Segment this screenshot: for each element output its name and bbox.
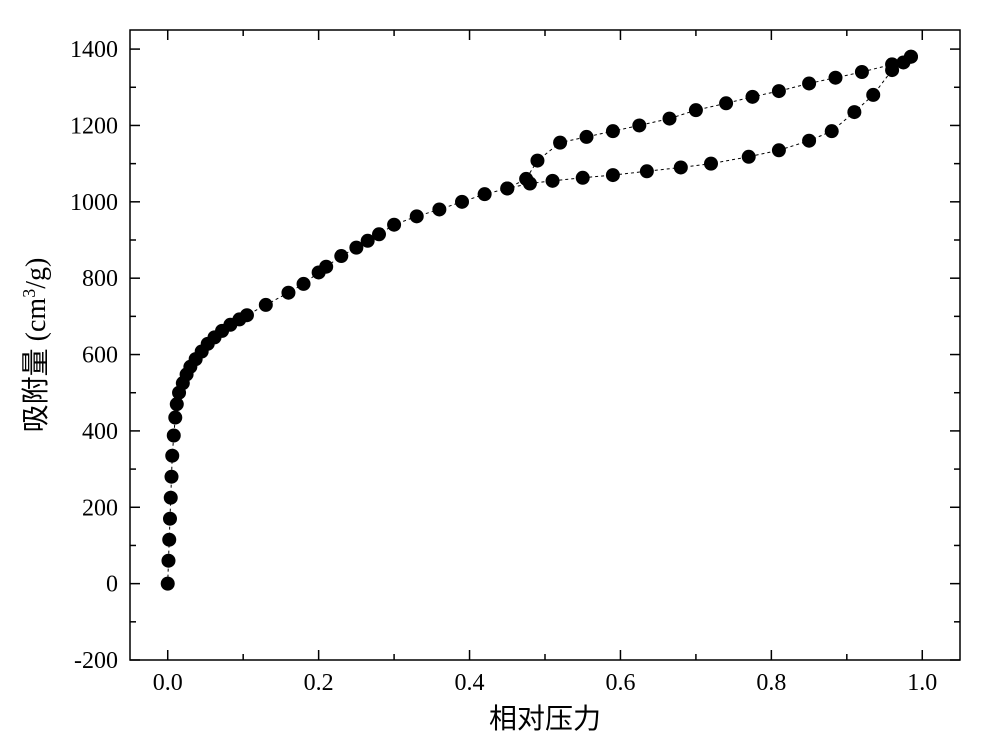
desorption-point (746, 90, 760, 104)
desorption-point (904, 50, 918, 64)
adsorption-point (165, 470, 179, 484)
desorption-point (719, 96, 733, 110)
y-tick-label: 0 (106, 572, 118, 598)
adsorption-point (167, 428, 181, 442)
adsorption-point (163, 512, 177, 526)
adsorption-point (240, 308, 254, 322)
y-tick-label: 400 (82, 419, 118, 445)
adsorption-point (410, 209, 424, 223)
adsorption-point (772, 143, 786, 157)
adsorption-point (297, 277, 311, 291)
adsorption-point (825, 124, 839, 138)
adsorption-point (455, 195, 469, 209)
adsorption-point (319, 260, 333, 274)
adsorption-point (162, 533, 176, 547)
adsorption-point (165, 449, 179, 463)
desorption-point (580, 130, 594, 144)
adsorption-point (546, 174, 560, 188)
desorption-point (663, 112, 677, 126)
y-tick-label: 800 (82, 266, 118, 292)
adsorption-point (387, 218, 401, 232)
desorption-point (606, 124, 620, 138)
adsorption-point (742, 150, 756, 164)
adsorption-point (640, 164, 654, 178)
desorption-point (829, 71, 843, 85)
x-tick-label: 0.6 (605, 670, 635, 696)
y-tick-label: 1200 (70, 113, 118, 139)
adsorption-line (168, 57, 911, 584)
desorption-point (772, 84, 786, 98)
y-tick-label: -200 (74, 648, 118, 674)
y-tick-label: 600 (82, 343, 118, 369)
desorption-point (885, 57, 899, 71)
adsorption-point (161, 577, 175, 591)
desorption-point (519, 172, 533, 186)
chart-svg: 0.0 0.2 0.4 0.6 0.8 1.0 -200 0 200 400 600 800 1000 1… (0, 0, 1000, 748)
adsorption-point (168, 411, 182, 425)
desorption-point (553, 136, 567, 150)
desorption-point (802, 76, 816, 90)
x-tick-label: 0.4 (455, 670, 485, 696)
adsorption-point (847, 105, 861, 119)
adsorption-point (161, 554, 175, 568)
x-tick-label: 0.8 (756, 670, 786, 696)
y-tick-label: 1400 (70, 37, 118, 63)
x-tick-label: 0.0 (153, 670, 183, 696)
adsorption-point (866, 88, 880, 102)
desorption-point (632, 118, 646, 132)
adsorption-point (802, 134, 816, 148)
adsorption-point (478, 187, 492, 201)
adsorption-point (281, 286, 295, 300)
y-tick-label: 1000 (70, 190, 118, 216)
adsorption-point (704, 157, 718, 171)
adsorption-point (334, 249, 348, 263)
isotherm-chart: 0.0 0.2 0.4 0.6 0.8 1.0 -200 0 200 400 600 800 1000 1… (0, 0, 1000, 748)
adsorption-point (259, 298, 273, 312)
adsorption-point (674, 160, 688, 174)
adsorption-point (164, 491, 178, 505)
x-tick-label: 0.2 (304, 670, 334, 696)
desorption-point (855, 65, 869, 79)
adsorption-point (576, 171, 590, 185)
adsorption-point (432, 202, 446, 216)
y-tick-label: 200 (82, 495, 118, 521)
desorption-point (500, 181, 514, 195)
x-axis-label: 相对压力 (489, 703, 601, 735)
adsorption-point (606, 168, 620, 182)
desorption-point (530, 154, 544, 168)
y-axis-label: 吸附量 (cm3/g) (19, 258, 52, 433)
x-tick-label: 1.0 (907, 670, 937, 696)
desorption-point (689, 103, 703, 117)
adsorption-point (372, 227, 386, 241)
